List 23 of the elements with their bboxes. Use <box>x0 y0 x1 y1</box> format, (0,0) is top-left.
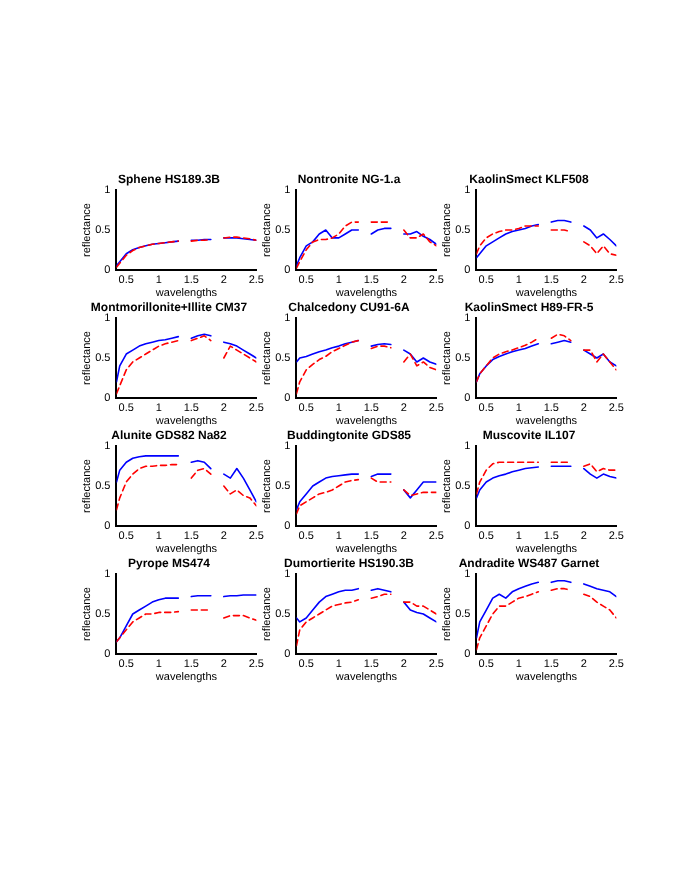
line-series <box>583 583 617 598</box>
line-series <box>116 463 180 511</box>
line-series <box>296 587 360 623</box>
line-series <box>223 341 257 359</box>
line-series <box>296 598 360 647</box>
line-series <box>583 225 617 247</box>
line-series <box>403 353 437 371</box>
line-series <box>223 345 257 363</box>
line-series <box>116 335 180 383</box>
line-series <box>296 229 360 267</box>
line-series <box>116 455 180 483</box>
line-series <box>476 591 540 651</box>
line-series <box>583 241 617 257</box>
line-series <box>583 593 617 619</box>
line-series <box>223 485 257 507</box>
line-series <box>223 467 257 503</box>
line-series <box>476 581 540 639</box>
line-series <box>116 339 180 395</box>
line-series <box>403 601 437 623</box>
line-series <box>116 610 180 643</box>
line-series <box>296 221 360 269</box>
line-series <box>296 339 360 395</box>
line-series <box>403 349 437 366</box>
